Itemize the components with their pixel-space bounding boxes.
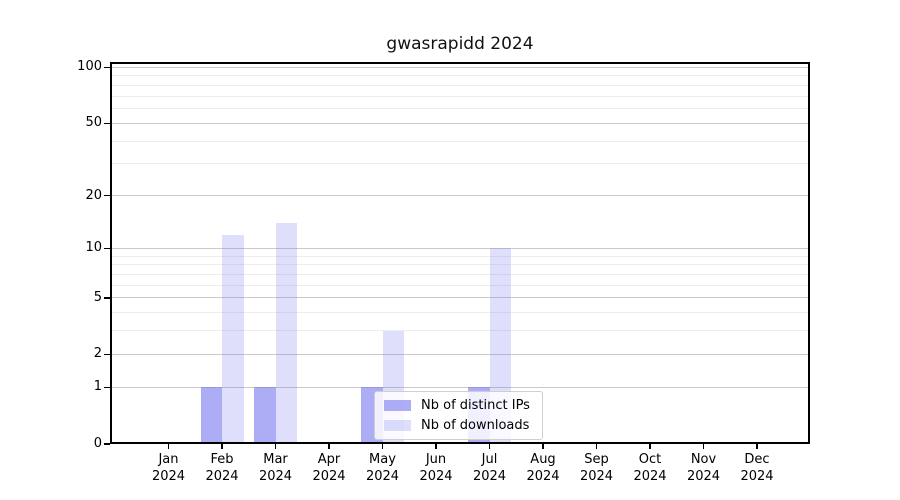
gridline-minor-70 [110,95,810,97]
x-tick-label-feb: Feb 2024 [205,452,239,484]
chart-title: gwasrapidd 2024 [386,34,534,54]
legend-entry-nb-of-distinct-ips: Nb of distinct IPs [384,398,530,413]
bar-nb-of-distinct-ips-mar [254,387,276,444]
x-tick-apr [328,444,330,449]
x-tick-label-jan: Jan 2024 [151,452,186,484]
x-tick-label-sep: Sep 2024 [579,452,614,484]
bar-nb-of-distinct-ips-feb [200,387,222,444]
x-tick-mar [274,444,277,449]
y-tick-label-20: 20 [85,187,102,203]
x-tick-feb [221,444,223,449]
plot-area [110,62,810,444]
gridline-minor-9 [110,255,810,257]
x-axis-line [110,442,810,444]
y-tick-50 [104,122,110,124]
legend-label-nb-of-distinct-ips: Nb of distinct IPs [421,398,530,413]
y-tick-20 [104,194,110,197]
y-tick-label-1: 1 [93,379,102,395]
x-tick-label-jul: Jul 2024 [472,452,507,484]
x-tick-label-aug: Aug 2024 [526,452,560,484]
gridline-minor-60 [110,108,810,110]
x-tick-jan [167,444,170,449]
legend-entry-nb-of-downloads: Nb of downloads [384,418,530,433]
gridline-major-100 [110,66,810,68]
gridline-minor-6 [110,284,810,286]
x-tick-jul [488,444,491,449]
x-tick-jun [435,444,437,449]
x-tick-aug [542,444,544,449]
x-tick-label-may: May 2024 [365,452,400,484]
x-tick-sep [595,444,598,449]
x-tick-oct [649,444,651,449]
left-spine [110,62,112,444]
right-spine [808,62,810,444]
x-tick-label-oct: Oct 2024 [633,452,667,484]
bar-nb-of-downloads-feb [222,234,244,444]
gridline-minor-80 [110,84,810,86]
x-tick-may [381,444,384,449]
y-tick-label-100: 100 [77,59,102,75]
y-tick-0 [104,443,110,445]
gridline-major-10 [110,247,810,249]
gridline-minor-3 [110,330,810,332]
gridline-major-2 [110,353,810,355]
gridline-minor-8 [110,264,810,266]
gridline-minor-30 [110,163,810,165]
x-tick-label-apr: Apr 2024 [312,452,346,484]
y-tick-label-0: 0 [93,436,102,451]
top-spine [110,62,810,64]
gridline-minor-40 [110,140,810,142]
legend-label-nb-of-downloads: Nb of downloads [421,418,530,433]
y-tick-label-50: 50 [85,115,102,131]
gridline-minor-7 [110,273,810,275]
x-tick-label-jun: Jun 2024 [419,452,453,484]
legend: Nb of distinct IPs Nb of downloads [374,391,543,440]
gridline-major-20 [110,195,810,197]
x-tick-label-nov: Nov 2024 [686,452,721,484]
gridline-minor-4 [110,312,810,314]
gridline-major-1 [110,386,810,388]
y-tick-5 [104,297,110,299]
x-tick-label-mar: Mar 2024 [258,452,293,484]
y-tick-2 [104,353,110,356]
y-tick-1 [104,386,110,389]
x-tick-label-dec: Dec 2024 [740,452,774,484]
gridline-major-5 [110,297,810,299]
gridline-major-50 [110,122,810,124]
bar-nb-of-downloads-mar [275,223,297,444]
y-tick-label-5: 5 [93,289,102,305]
legend-swatch-nb-of-distinct-ips [384,400,411,411]
y-tick-10 [104,247,110,250]
y-tick-100 [104,66,110,69]
y-tick-label-10: 10 [85,240,102,256]
y-tick-label-2: 2 [93,346,102,362]
gridline-minor-90 [110,75,810,77]
legend-swatch-nb-of-downloads [384,420,411,431]
x-tick-dec [756,444,758,449]
x-tick-nov [702,444,705,449]
